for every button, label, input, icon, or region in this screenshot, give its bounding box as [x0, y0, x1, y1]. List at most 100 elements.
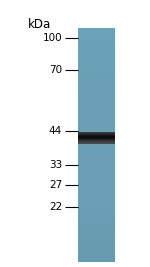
Text: 70: 70	[49, 65, 62, 75]
Bar	[78, 243, 115, 246]
Bar	[78, 180, 115, 182]
Bar	[78, 201, 115, 203]
Bar	[78, 257, 115, 260]
Bar	[78, 30, 115, 33]
Bar	[78, 218, 115, 220]
Bar	[78, 168, 115, 171]
Bar	[78, 126, 115, 129]
Bar	[78, 84, 115, 87]
Bar	[78, 229, 115, 232]
Bar	[78, 199, 115, 201]
Bar	[78, 119, 115, 122]
Bar	[78, 91, 115, 93]
Bar	[78, 139, 115, 140]
Bar	[78, 154, 115, 157]
Bar	[78, 65, 115, 68]
Bar	[78, 231, 115, 234]
Bar	[78, 241, 115, 243]
Bar	[78, 115, 115, 117]
Bar	[78, 47, 115, 49]
Bar	[78, 137, 115, 138]
Bar	[78, 93, 115, 96]
Bar	[78, 37, 115, 40]
Bar	[78, 132, 115, 133]
Bar	[78, 87, 115, 89]
Bar	[78, 234, 115, 236]
Bar	[78, 124, 115, 126]
Bar	[78, 140, 115, 143]
Bar	[78, 166, 115, 168]
Bar	[78, 75, 115, 77]
Bar	[78, 173, 115, 175]
Bar	[78, 213, 115, 215]
Bar	[78, 108, 115, 110]
Bar	[78, 103, 115, 105]
Bar	[78, 98, 115, 101]
Bar	[78, 253, 115, 255]
Bar	[78, 150, 115, 152]
Bar	[78, 44, 115, 47]
Bar	[78, 178, 115, 180]
Bar	[78, 121, 115, 124]
Bar	[78, 246, 115, 248]
Bar	[78, 61, 115, 63]
Bar	[78, 35, 115, 37]
Bar	[78, 138, 115, 140]
Bar	[78, 197, 115, 199]
Bar	[78, 136, 115, 137]
Bar	[78, 101, 115, 103]
Bar	[78, 40, 115, 42]
Bar	[78, 133, 115, 136]
Bar	[78, 136, 115, 138]
Bar	[78, 225, 115, 227]
Bar	[78, 56, 115, 58]
Bar	[78, 28, 115, 30]
Bar	[78, 145, 115, 147]
Bar	[78, 140, 115, 141]
Bar	[78, 190, 115, 192]
Bar	[78, 54, 115, 56]
Bar	[78, 220, 115, 222]
Bar	[78, 58, 115, 61]
Bar	[78, 141, 115, 142]
Bar	[78, 171, 115, 173]
Text: 27: 27	[49, 180, 62, 190]
Bar	[78, 210, 115, 213]
Bar	[78, 159, 115, 162]
Bar	[78, 203, 115, 206]
Bar	[78, 227, 115, 229]
Bar	[78, 96, 115, 98]
Bar	[78, 182, 115, 185]
Bar	[78, 147, 115, 150]
Bar	[78, 248, 115, 250]
Bar	[78, 239, 115, 241]
Bar	[78, 134, 115, 135]
Bar	[78, 49, 115, 52]
Bar	[78, 255, 115, 257]
Bar	[78, 143, 115, 144]
Bar	[78, 194, 115, 197]
Bar	[78, 135, 115, 136]
Bar	[78, 52, 115, 54]
Bar	[78, 187, 115, 190]
Bar	[78, 161, 115, 164]
Text: 100: 100	[42, 33, 62, 43]
Bar	[78, 185, 115, 187]
Bar	[78, 80, 115, 82]
Bar	[78, 142, 115, 143]
Text: 44: 44	[49, 126, 62, 136]
Bar	[78, 260, 115, 262]
Text: 22: 22	[49, 202, 62, 212]
Bar	[78, 89, 115, 91]
Bar	[78, 143, 115, 145]
Bar	[78, 192, 115, 194]
Bar	[78, 82, 115, 84]
Bar	[78, 129, 115, 131]
Bar	[78, 70, 115, 73]
Text: 33: 33	[49, 160, 62, 170]
Bar	[78, 110, 115, 112]
Bar	[78, 164, 115, 166]
Bar	[78, 68, 115, 70]
Bar	[78, 215, 115, 218]
Bar	[78, 63, 115, 65]
